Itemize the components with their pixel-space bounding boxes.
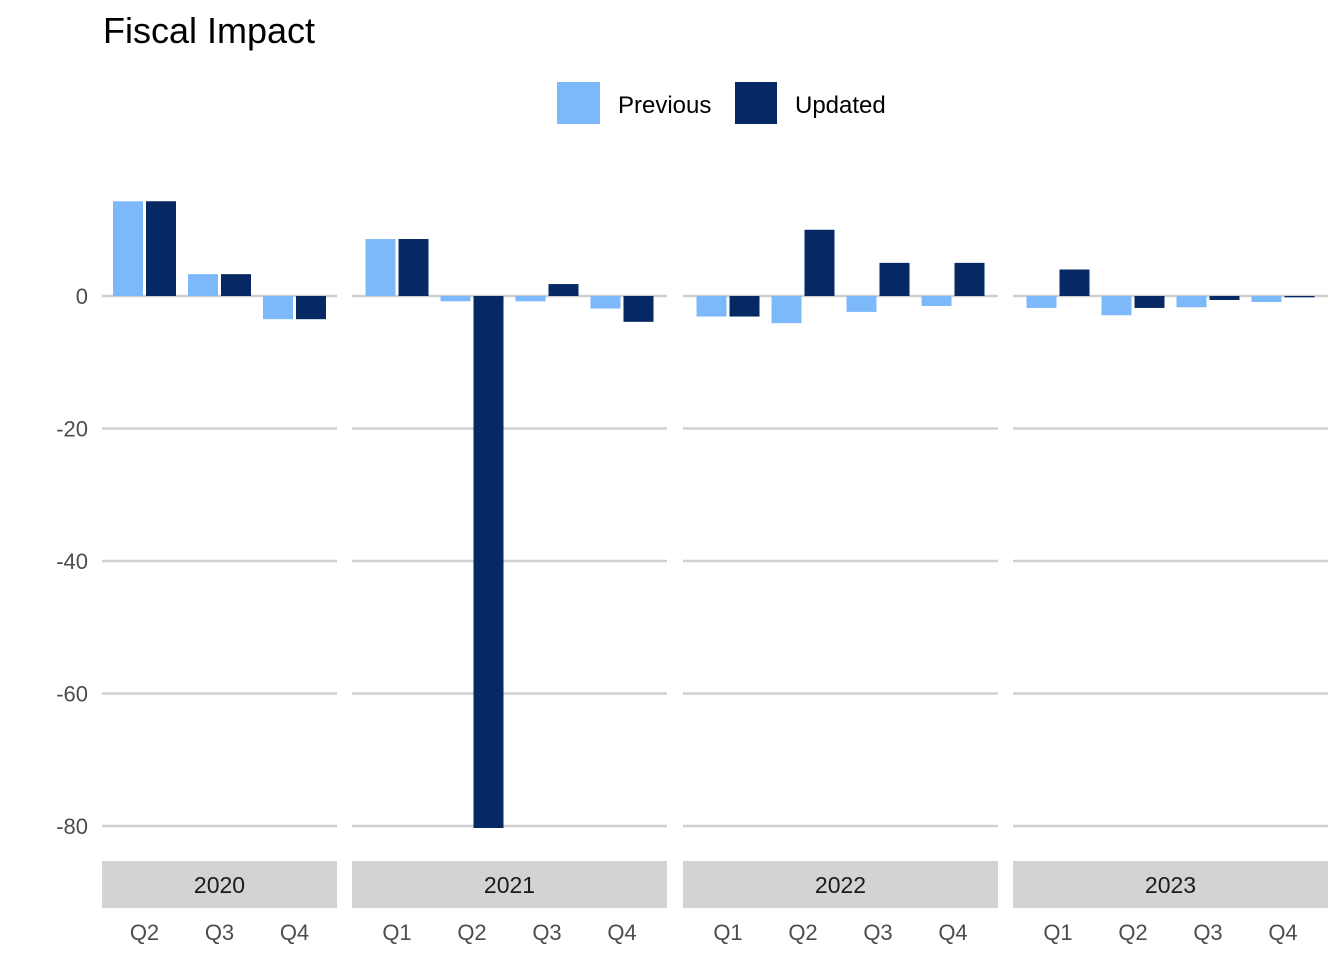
bar-previous-2021-Q1: [365, 239, 396, 296]
bar-previous-2021-Q2: [440, 296, 471, 302]
x-tick-label: Q4: [1268, 920, 1297, 945]
legend-label-updated: Updated: [795, 92, 886, 119]
bar-previous-2020-Q3: [188, 274, 218, 296]
bar-updated-2022-Q2: [804, 229, 835, 296]
bar-updated-2023-Q1: [1059, 269, 1090, 296]
x-tick-label: Q4: [938, 920, 967, 945]
legend-label-previous: Previous: [618, 92, 711, 119]
bar-updated-2020-Q4: [296, 296, 326, 320]
bar-updated-2023-Q2: [1134, 296, 1165, 308]
x-tick-label: Q4: [280, 920, 309, 945]
bar-previous-2021-Q4: [590, 296, 621, 309]
facet-panel-2022: Q1 Q2 Q3 Q4 2022: [683, 229, 998, 945]
facet-strip: [1013, 861, 1328, 908]
facet-panel-2021: Q1 Q2 Q3 Q4 2021: [352, 239, 667, 945]
bar-updated-2020-Q2: [146, 201, 176, 296]
bar-previous-2022-Q4: [921, 296, 952, 306]
bar-updated-2022-Q1: [729, 296, 760, 317]
bar-updated-2022-Q3: [879, 262, 910, 296]
x-tick-label: Q1: [713, 920, 742, 945]
x-tick-label: Q1: [1043, 920, 1072, 945]
facet-strip-label: 2021: [484, 872, 535, 898]
bar-previous-2022-Q2: [771, 296, 802, 324]
bar-previous-2021-Q3: [515, 296, 546, 302]
bar-updated-2020-Q3: [221, 274, 251, 296]
bar-previous-2023-Q3: [1176, 296, 1207, 308]
y-tick-label: 0: [76, 284, 88, 309]
x-tick-label: Q2: [457, 920, 486, 945]
facet-strip: [102, 861, 337, 908]
facet-strip-label: 2023: [1145, 872, 1196, 898]
facet-strip: [352, 861, 667, 908]
bar-previous-2023-Q4: [1251, 296, 1282, 302]
facet-panel-2023: Q1 Q2 Q3 Q4 2023: [1013, 269, 1328, 945]
bar-previous-2023-Q1: [1026, 296, 1057, 308]
y-tick-label: -80: [56, 814, 88, 839]
x-tick-label: Q2: [1118, 920, 1147, 945]
facet-strip-label: 2022: [815, 872, 866, 898]
x-tick-label: Q4: [607, 920, 636, 945]
y-axis: 0 -20 -40 -60 -80: [56, 284, 88, 839]
facet-panels: Q2 Q3 Q4 2020 Q1 Q2 Q3 Q4 2021 Q1 Q2 Q3 Q4 2022 Q1 Q2 Q3…: [102, 201, 1328, 945]
facet-panel-2020: Q2 Q3 Q4 2020: [102, 201, 337, 945]
bar-previous-2022-Q1: [696, 296, 727, 317]
bar-updated-2023-Q4: [1284, 296, 1315, 298]
bar-previous-2022-Q3: [846, 296, 877, 312]
y-tick-label: -60: [56, 682, 88, 707]
chart-title: Fiscal Impact: [103, 10, 315, 51]
legend-swatch-updated: [735, 82, 777, 124]
y-tick-label: -20: [56, 417, 88, 442]
x-tick-label: Q3: [1193, 920, 1222, 945]
x-tick-label: Q2: [788, 920, 817, 945]
facet-strip: [683, 861, 998, 908]
legend: Previous Updated: [557, 82, 886, 124]
bar-updated-2021-Q4: [623, 296, 654, 322]
bar-updated-2023-Q3: [1209, 296, 1240, 300]
y-tick-label: -40: [56, 549, 88, 574]
bar-updated-2022-Q4: [954, 262, 985, 296]
facet-strip-label: 2020: [194, 872, 245, 898]
bar-updated-2021-Q2: [473, 296, 504, 828]
bar-previous-2023-Q2: [1101, 296, 1132, 316]
x-tick-label: Q3: [863, 920, 892, 945]
x-tick-label: Q1: [382, 920, 411, 945]
x-tick-label: Q2: [130, 920, 159, 945]
legend-swatch-previous: [557, 82, 600, 124]
bar-previous-2020-Q2: [113, 201, 143, 296]
bar-previous-2020-Q4: [263, 296, 293, 320]
bar-updated-2021-Q3: [548, 284, 579, 296]
x-tick-label: Q3: [532, 920, 561, 945]
bar-updated-2021-Q1: [398, 239, 429, 296]
x-tick-label: Q3: [205, 920, 234, 945]
